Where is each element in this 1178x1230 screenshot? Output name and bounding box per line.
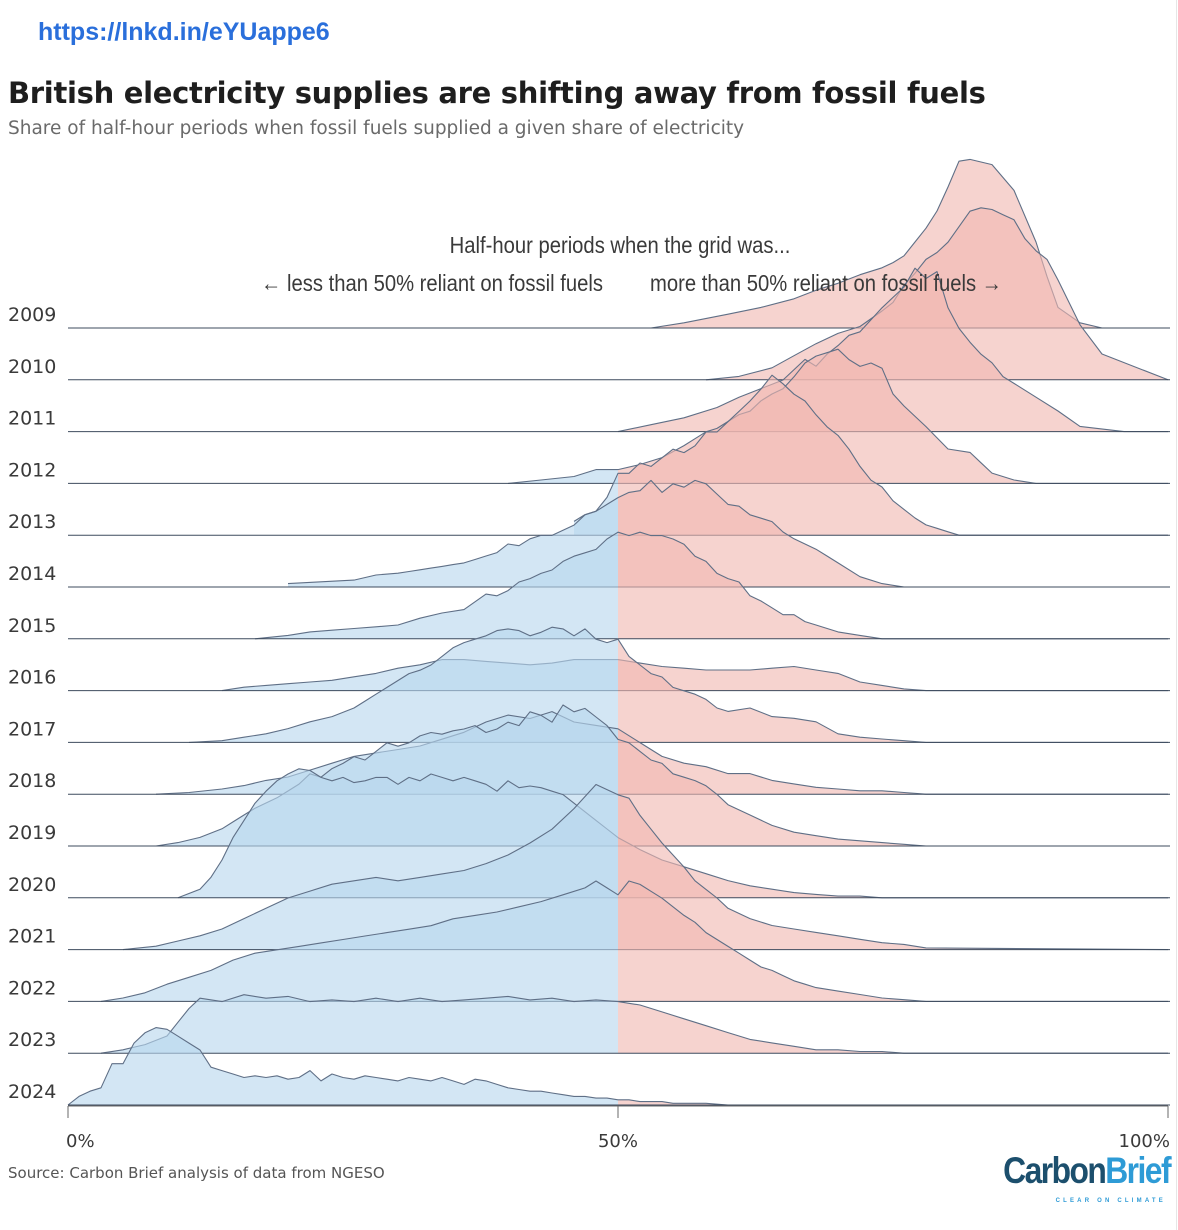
ridge-2023-area-below [101, 994, 618, 1054]
ridgeline-chart: 2009 2010 2011 2012 2013 2014 2015 2016 2017 2018… [8, 158, 1170, 1150]
ridge-2015-area-above [618, 532, 1168, 639]
ridge-2019-area-above [618, 739, 1168, 846]
brand-part2: Brief [1105, 1150, 1171, 1191]
ridge-2022-area-above [618, 881, 1168, 1002]
ridge-2019-year-label: 2019 [8, 822, 56, 844]
ridge-2016-year-label: 2016 [8, 667, 56, 689]
ridge-2024-area-below [68, 1027, 618, 1105]
ridge-2018-area-above [618, 728, 1168, 795]
ridge-2013-year-label: 2013 [8, 511, 56, 533]
ridge-2009-year-label: 2009 [8, 304, 56, 326]
x-tick-label-2: 100% [1119, 1131, 1170, 1150]
right-border [1176, 0, 1177, 1230]
ridge-2020-year-label: 2020 [8, 874, 56, 896]
ridge-2015: 2015 [8, 531, 1170, 640]
ridge-2014-year-label: 2014 [8, 563, 56, 585]
ridge-2015-outline [254, 531, 1168, 640]
ridge-2021-area-below [123, 784, 618, 950]
ridge-2011-year-label: 2011 [8, 408, 56, 430]
x-axis: 0% 50% 100% [66, 1105, 1170, 1150]
x-tick-label-0: 0% [66, 1131, 95, 1150]
short-link[interactable]: https://lnkd.in/eYUappe6 [38, 18, 330, 46]
ridges-group: 2009 2010 2011 2012 2013 2014 2015 2016 2017 2018… [8, 158, 1170, 1106]
ridge-2017-area-below [189, 627, 618, 743]
ridge-2024: 2024 [8, 1027, 1170, 1106]
ridge-2013-outline [573, 374, 1168, 536]
chart-title: British electricity supplies are shiftin… [8, 76, 986, 110]
ridge-2011-area-above [618, 268, 1168, 432]
ridge-2022-outline [100, 880, 1168, 1002]
ridge-2021-outline [122, 783, 1169, 951]
ridge-2023-outline [100, 994, 1168, 1054]
source-note: Source: Carbon Brief analysis of data fr… [8, 1164, 385, 1182]
ridge-2017-outline [188, 626, 1168, 743]
ridge-2018-year-label: 2018 [8, 770, 56, 792]
ridge-2024-year-label: 2024 [8, 1081, 56, 1103]
ridge-2014-area-above [618, 480, 1168, 587]
annotation-heading: Half-hour periods when the grid was... [450, 232, 791, 259]
ridge-2016-area-above [618, 659, 1168, 691]
brand-tagline: CLEAR ON CLIMATE [1055, 1198, 1166, 1204]
ridge-2015-year-label: 2015 [8, 615, 56, 637]
carbon-brief-logo: CarbonBrief CLEAR ON CLIMATE [990, 1150, 1171, 1210]
chart-subtitle: Share of half-hour periods when fossil f… [8, 118, 745, 139]
ridge-2021-year-label: 2021 [8, 926, 56, 948]
x-tick-label-1: 50% [598, 1131, 638, 1150]
ridge-2017-year-label: 2017 [8, 718, 56, 740]
annotation-right: more than 50% reliant on fossil fuels → [650, 270, 1002, 297]
ridge-2010-outline [705, 207, 1169, 381]
brand-part1: Carbon [1003, 1150, 1107, 1191]
ridge-2022-year-label: 2022 [8, 977, 56, 999]
ridge-2017-area-above [618, 639, 1168, 743]
ridge-2012-area-below [508, 469, 618, 484]
ridge-2024-area-above [618, 1099, 1168, 1105]
ridge-2014-outline [287, 479, 1168, 588]
ridge-2024-outline [67, 1027, 1168, 1106]
ridge-2013-area-above [618, 375, 1168, 536]
ridge-2012-year-label: 2012 [8, 459, 56, 481]
annotation-left: ← less than 50% reliant on fossil fuels [261, 270, 603, 297]
ridge-2020-outline [177, 768, 1168, 899]
ridge-2022-area-below [101, 881, 618, 1002]
ridge-2010-year-label: 2010 [8, 356, 56, 378]
ridge-2023: 2023 [8, 994, 1170, 1054]
brand-wordmark: CarbonBrief [1003, 1150, 1171, 1192]
ridge-2012-outline [507, 348, 1168, 484]
ridge-2015-area-below [255, 532, 618, 639]
ridge-2014-area-below [288, 497, 618, 587]
ridge-2023-year-label: 2023 [8, 1029, 56, 1051]
